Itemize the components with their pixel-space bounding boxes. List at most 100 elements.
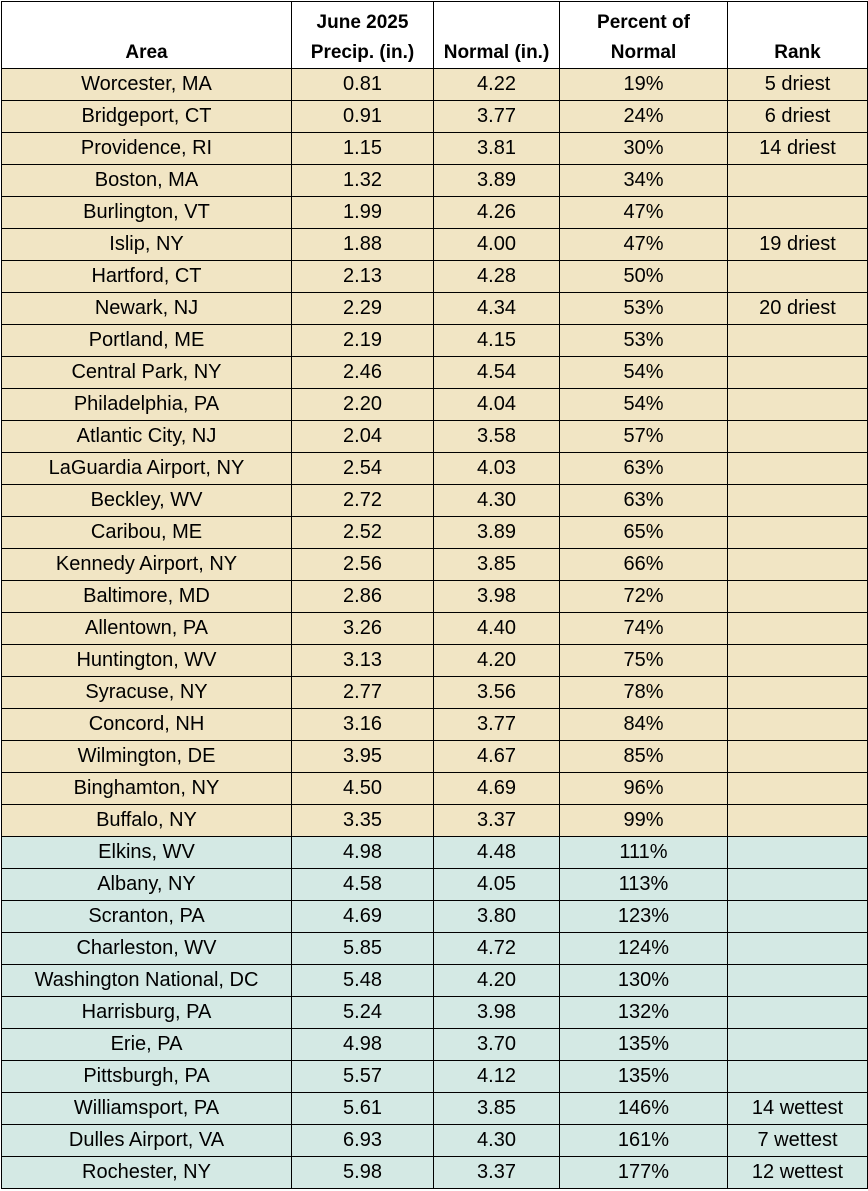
rank-cell [727,548,868,581]
table-row: Elkins, WV 4.98 4.48 111% [1,836,868,869]
precip-cell: 1.15 [291,132,434,165]
rank-cell [727,580,868,613]
rank-cell [727,1028,868,1061]
precip-cell: 2.54 [291,452,434,485]
normal-cell: 3.85 [433,1092,560,1125]
area-cell: Atlantic City, NJ [1,420,292,453]
precip-cell: 5.98 [291,1156,434,1189]
area-cell: Allentown, PA [1,612,292,645]
normal-cell: 4.12 [433,1060,560,1093]
normal-cell: 3.37 [433,1156,560,1189]
table-row: Central Park, NY 2.46 4.54 54% [1,356,868,389]
rank-cell [727,356,868,389]
table-row: Washington National, DC 5.48 4.20 130% [1,964,868,997]
rank-cell [727,740,868,773]
percent-cell: 132% [559,996,728,1029]
normal-cell: 4.20 [433,964,560,997]
rank-cell [727,452,868,485]
area-cell: Elkins, WV [1,836,292,869]
normal-cell: 4.28 [433,260,560,293]
precip-cell: 3.16 [291,708,434,741]
normal-cell: 4.54 [433,356,560,389]
precip-cell: 2.29 [291,292,434,325]
precip-cell: 5.61 [291,1092,434,1125]
percent-cell: 30% [559,132,728,165]
area-cell: Erie, PA [1,1028,292,1061]
table-body: Worcester, MA 0.81 4.22 19% 5 driest Bridgepo… [1,68,868,1189]
rank-cell [727,708,868,741]
precip-cell: 4.69 [291,900,434,933]
percent-cell: 54% [559,388,728,421]
percent-cell: 78% [559,676,728,709]
precip-cell: 0.81 [291,68,434,101]
table-row: Binghamton, NY 4.50 4.69 96% [1,772,868,805]
rank-cell [727,1060,868,1093]
area-cell: Washington National, DC [1,964,292,997]
area-cell: Philadelphia, PA [1,388,292,421]
area-cell: Charleston, WV [1,932,292,965]
normal-cell: 4.30 [433,484,560,517]
table-row: Hartford, CT 2.13 4.28 50% [1,260,868,293]
table-row: Baltimore, MD 2.86 3.98 72% [1,580,868,613]
table-row: Bridgeport, CT 0.91 3.77 24% 6 driest [1,100,868,133]
rank-cell: 7 wettest [727,1124,868,1157]
normal-cell: 3.89 [433,516,560,549]
percent-cell: 24% [559,100,728,133]
rank-cell [727,900,868,933]
precip-cell: 5.85 [291,932,434,965]
percent-cell: 113% [559,868,728,901]
table-row: Atlantic City, NJ 2.04 3.58 57% [1,420,868,453]
normal-cell: 4.26 [433,196,560,229]
area-cell: Pittsburgh, PA [1,1060,292,1093]
area-cell: Islip, NY [1,228,292,261]
percent-cell: 57% [559,420,728,453]
precip-cell: 2.52 [291,516,434,549]
area-cell: Huntington, WV [1,644,292,677]
table-row: Huntington, WV 3.13 4.20 75% [1,644,868,677]
percent-cell: 135% [559,1028,728,1061]
table-row: Philadelphia, PA 2.20 4.04 54% [1,388,868,421]
table-row: Albany, NY 4.58 4.05 113% [1,868,868,901]
precip-cell: 5.48 [291,964,434,997]
precip-cell: 2.20 [291,388,434,421]
precip-cell: 1.32 [291,164,434,197]
normal-cell: 3.37 [433,804,560,837]
area-cell: Bridgeport, CT [1,100,292,133]
percent-cell: 135% [559,1060,728,1093]
normal-cell: 3.98 [433,996,560,1029]
rank-cell: 6 driest [727,100,868,133]
table-row: Charleston, WV 5.85 4.72 124% [1,932,868,965]
table-row: Williamsport, PA 5.61 3.85 146% 14 wettest [1,1092,868,1125]
rank-cell [727,868,868,901]
rank-cell [727,388,868,421]
rank-cell [727,804,868,837]
normal-cell: 4.30 [433,1124,560,1157]
precip-cell: 3.26 [291,612,434,645]
area-cell: Portland, ME [1,324,292,357]
header-normal: Normal (in.) [433,1,560,69]
area-cell: Newark, NJ [1,292,292,325]
normal-cell: 3.80 [433,900,560,933]
table-row: Caribou, ME 2.52 3.89 65% [1,516,868,549]
normal-cell: 3.81 [433,132,560,165]
precip-cell: 2.46 [291,356,434,389]
table-row: Worcester, MA 0.81 4.22 19% 5 driest [1,68,868,101]
normal-cell: 3.85 [433,548,560,581]
rank-cell [727,996,868,1029]
area-cell: Harrisburg, PA [1,996,292,1029]
rank-cell [727,164,868,197]
area-cell: Central Park, NY [1,356,292,389]
area-cell: Dulles Airport, VA [1,1124,292,1157]
normal-cell: 3.77 [433,708,560,741]
normal-cell: 4.72 [433,932,560,965]
rank-cell [727,484,868,517]
precip-cell: 1.99 [291,196,434,229]
header-row: Area June 2025 Precip. (in.) Normal (in.)… [1,1,868,69]
percent-cell: 124% [559,932,728,965]
area-cell: Concord, NH [1,708,292,741]
rank-cell [727,420,868,453]
precip-cell: 2.72 [291,484,434,517]
table-row: Allentown, PA 3.26 4.40 74% [1,612,868,645]
percent-cell: 19% [559,68,728,101]
